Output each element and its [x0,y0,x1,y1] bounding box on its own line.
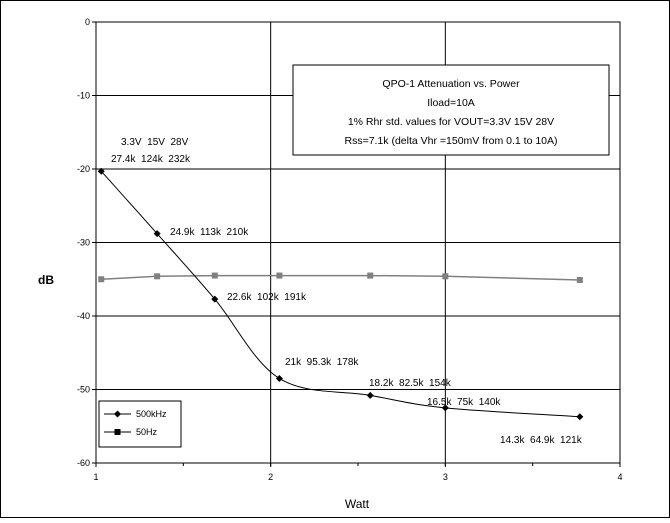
y-tick-label: 0 [85,17,90,27]
series-50hz-point [367,272,374,279]
y-tick-label: -30 [77,238,90,248]
x-tick-label: 3 [443,472,448,482]
annotation-voltages: 3.3V 15V 28V [121,137,189,148]
legend-500khz-marker [114,410,121,418]
x-tick-label: 1 [93,472,98,482]
x-tick-label: 2 [268,472,273,482]
y-tick-label: -50 [77,385,90,395]
series-50hz-point [576,276,583,283]
annotation-point-4: 21k 95.3k 178k [285,357,359,368]
x-tick-label: 4 [617,472,622,482]
legend-50hz-label: 50Hz [136,427,158,437]
series-50hz-point [211,272,218,279]
legend: 500kHz 50Hz [98,400,182,448]
axes: 1 2 3 4 0 -10 -20 -30 -40 -50 -60 [77,17,623,482]
legend-box [98,400,182,448]
series-500khz-point [275,374,283,382]
y-tick-label: -20 [77,164,90,174]
chart-subtitle-rss: Rss=7.1k (delta Vhr =150mV from 0.1 to 1… [344,135,557,147]
annotation-point-3: 22.6k 102k 191k [227,292,307,303]
legend-50hz-marker [114,429,121,435]
series [97,167,584,421]
series-500khz-point [153,230,161,238]
plot-frame [95,21,621,464]
annotation-point-2: 24.9k 113k 210k [170,227,249,238]
chart-title: QPO-1 Attenuation vs. Power [382,78,520,90]
y-tick-label: -10 [77,91,90,101]
series-500khz-point [211,295,219,303]
legend-500khz-label: 500kHz [136,409,167,419]
annotation-point-7: 14.3k 64.9k 121k [500,435,583,446]
y-tick-label: -60 [77,458,90,468]
series-50hz-point [154,273,161,280]
annotation-point-6: 16.5k 75k 140k [427,397,501,408]
series-500khz-point [441,404,449,412]
series-500khz-point [97,167,105,175]
chart-subtitle-load: Iload=10A [427,97,475,109]
series-500khz-point [576,413,584,421]
annotation-point-1: 27.4k 124k 232k [111,154,191,165]
x-axis-title: Watt [345,497,370,511]
series-50hz-point [442,273,449,280]
title-box [292,64,610,156]
series-50hz-point [276,272,283,279]
y-axis-title: dB [38,273,54,287]
annotation-point-5: 18.2k 82.5k 154k [369,378,452,389]
y-tick-label: -40 [77,311,90,321]
series-50hz-point [98,276,105,283]
series-500khz-point [366,391,374,399]
chart-subtitle-rhr: 1% Rhr std. values for VOUT=3.3V 15V 28V [348,116,554,128]
